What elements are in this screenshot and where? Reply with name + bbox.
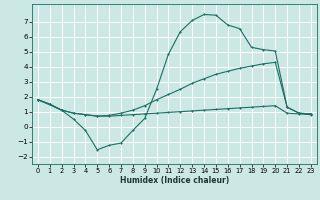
X-axis label: Humidex (Indice chaleur): Humidex (Indice chaleur) (120, 176, 229, 185)
